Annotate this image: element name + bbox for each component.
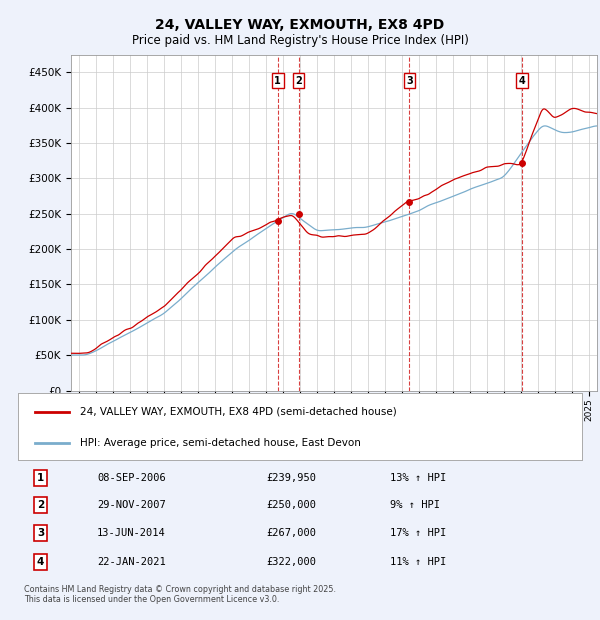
Text: 3: 3	[406, 76, 413, 86]
Text: 13% ↑ HPI: 13% ↑ HPI	[390, 473, 446, 483]
Text: £250,000: £250,000	[266, 500, 316, 510]
Text: 3: 3	[37, 528, 44, 538]
Text: 9% ↑ HPI: 9% ↑ HPI	[390, 500, 440, 510]
Text: 13-JUN-2014: 13-JUN-2014	[97, 528, 166, 538]
Text: 1: 1	[37, 473, 44, 483]
Text: 1: 1	[274, 76, 281, 86]
Text: Price paid vs. HM Land Registry's House Price Index (HPI): Price paid vs. HM Land Registry's House …	[131, 34, 469, 46]
Text: 17% ↑ HPI: 17% ↑ HPI	[390, 528, 446, 538]
Text: £239,950: £239,950	[266, 473, 316, 483]
Text: 24, VALLEY WAY, EXMOUTH, EX8 4PD: 24, VALLEY WAY, EXMOUTH, EX8 4PD	[155, 18, 445, 32]
Text: 4: 4	[37, 557, 44, 567]
Text: 24, VALLEY WAY, EXMOUTH, EX8 4PD (semi-detached house): 24, VALLEY WAY, EXMOUTH, EX8 4PD (semi-d…	[80, 407, 397, 417]
Text: HPI: Average price, semi-detached house, East Devon: HPI: Average price, semi-detached house,…	[80, 438, 361, 448]
Text: Contains HM Land Registry data © Crown copyright and database right 2025.
This d: Contains HM Land Registry data © Crown c…	[23, 585, 335, 604]
Text: 2: 2	[37, 500, 44, 510]
Text: 22-JAN-2021: 22-JAN-2021	[97, 557, 166, 567]
Text: 2: 2	[295, 76, 302, 86]
Text: £267,000: £267,000	[266, 528, 316, 538]
Text: 4: 4	[518, 76, 525, 86]
Text: £322,000: £322,000	[266, 557, 316, 567]
Text: 11% ↑ HPI: 11% ↑ HPI	[390, 557, 446, 567]
Text: 08-SEP-2006: 08-SEP-2006	[97, 473, 166, 483]
Text: 29-NOV-2007: 29-NOV-2007	[97, 500, 166, 510]
